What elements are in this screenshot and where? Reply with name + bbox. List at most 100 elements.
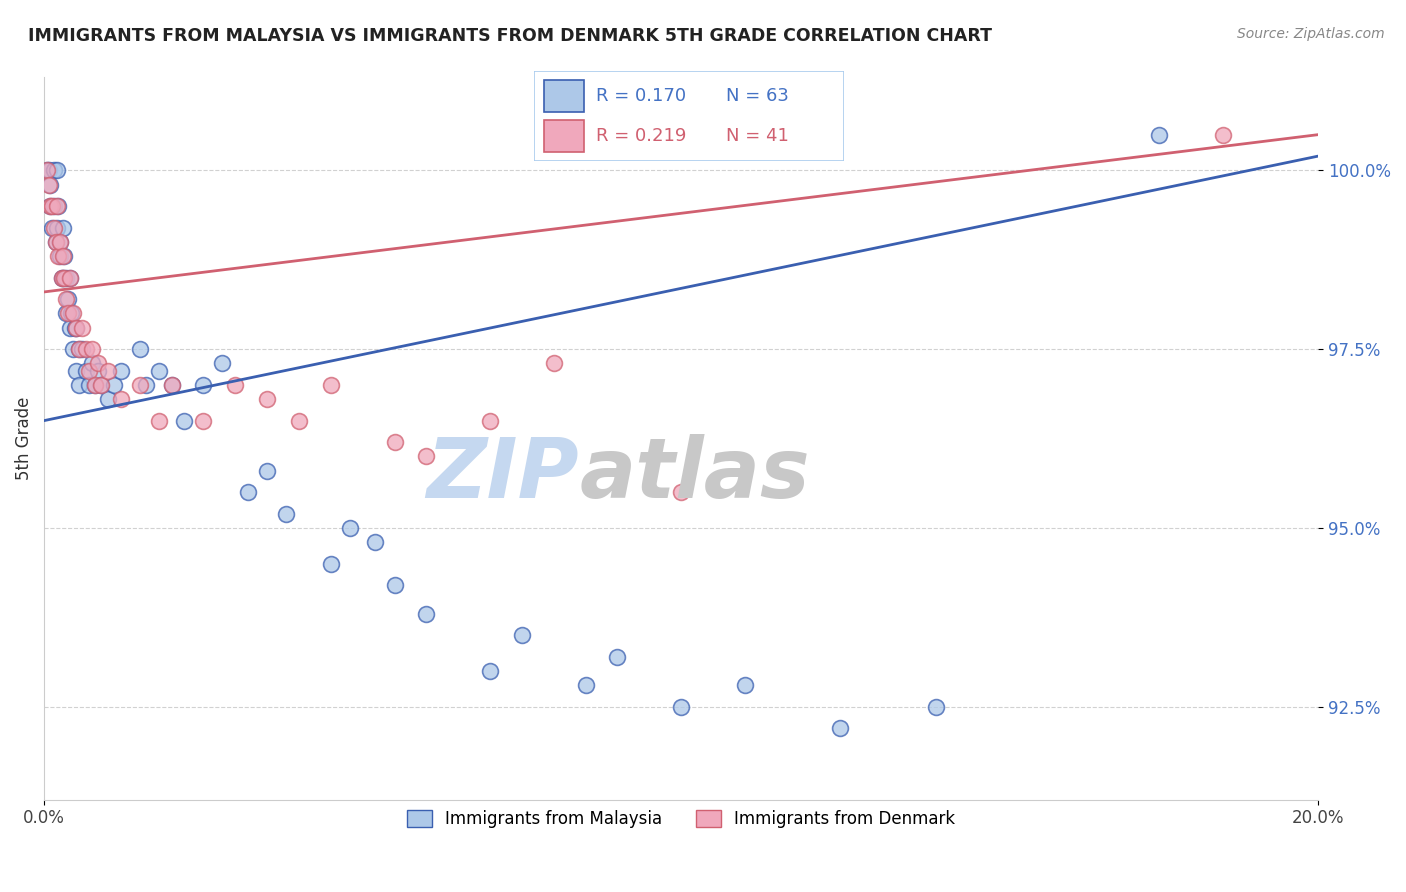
Point [53,249,76,263]
Text: IMMIGRANTS FROM MALAYSIA VS IMMIGRANTS FROM DENMARK 5TH GRADE CORRELATION CHART: IMMIGRANTS FROM MALAYSIA VS IMMIGRANTS F… [28,27,993,45]
Point [319,557,342,571]
Text: Source: ZipAtlas.com: Source: ZipAtlas.com [1237,27,1385,41]
Point [52,249,75,263]
Point [52,220,75,235]
Point [58,306,80,320]
Point [84,377,107,392]
Point [1212,128,1234,142]
Point [42,199,65,213]
Point [87,356,110,370]
Point [173,414,195,428]
Point [62,342,84,356]
Point [87,363,110,377]
Point [41,220,63,235]
Point [384,578,406,592]
Point [45,220,67,235]
Point [80,356,103,370]
Bar [544,120,583,152]
Text: ZIP: ZIP [426,434,579,515]
Point [606,649,628,664]
Point [97,363,120,377]
Point [479,664,502,678]
Point [236,485,259,500]
Point [830,721,852,735]
Point [63,320,86,334]
Point [52,270,75,285]
Point [55,270,77,285]
Point [148,414,170,428]
Point [211,356,233,370]
Point [39,199,62,213]
Point [51,270,73,285]
Point [72,320,94,334]
Point [575,678,598,692]
Point [37,163,59,178]
Point [65,320,87,334]
Point [65,320,87,334]
Point [1147,128,1170,142]
Point [77,363,100,377]
Point [42,163,65,178]
Point [128,342,150,356]
Point [90,377,112,392]
Point [669,485,692,500]
Point [734,678,756,692]
Point [67,377,90,392]
Point [37,163,59,178]
Point [46,199,69,213]
Point [45,199,67,213]
Point [62,306,84,320]
Point [45,163,67,178]
Point [38,163,60,178]
Point [42,220,65,235]
Point [59,306,82,320]
Point [49,235,72,249]
Point [339,521,361,535]
Point [77,377,100,392]
Point [45,235,67,249]
Point [49,249,72,263]
Point [224,377,246,392]
Point [364,535,387,549]
Point [110,363,132,377]
Point [510,628,533,642]
Point [925,699,948,714]
Point [148,363,170,377]
Text: R = 0.170: R = 0.170 [596,87,686,105]
Point [65,363,87,377]
Point [128,377,150,392]
Point [67,342,90,356]
Point [80,342,103,356]
Point [110,392,132,406]
Point [75,363,97,377]
Point [58,270,80,285]
Point [41,199,63,213]
Point [256,464,278,478]
Bar [544,80,583,112]
Point [479,414,502,428]
Point [193,414,215,428]
Point [58,320,80,334]
Point [384,435,406,450]
Point [160,377,183,392]
Legend: Immigrants from Malaysia, Immigrants from Denmark: Immigrants from Malaysia, Immigrants fro… [401,803,962,835]
Text: atlas: atlas [579,434,810,515]
Point [415,607,437,621]
Point [84,377,107,392]
Point [288,414,311,428]
Point [58,270,80,285]
Point [55,306,77,320]
Point [67,342,90,356]
Point [319,377,342,392]
Point [55,292,77,306]
Point [72,342,94,356]
Point [135,377,157,392]
Point [669,699,692,714]
Point [53,270,76,285]
Text: R = 0.219: R = 0.219 [596,128,686,145]
Point [543,356,565,370]
Point [103,377,125,392]
Point [39,178,62,192]
Point [276,507,298,521]
Point [58,292,80,306]
